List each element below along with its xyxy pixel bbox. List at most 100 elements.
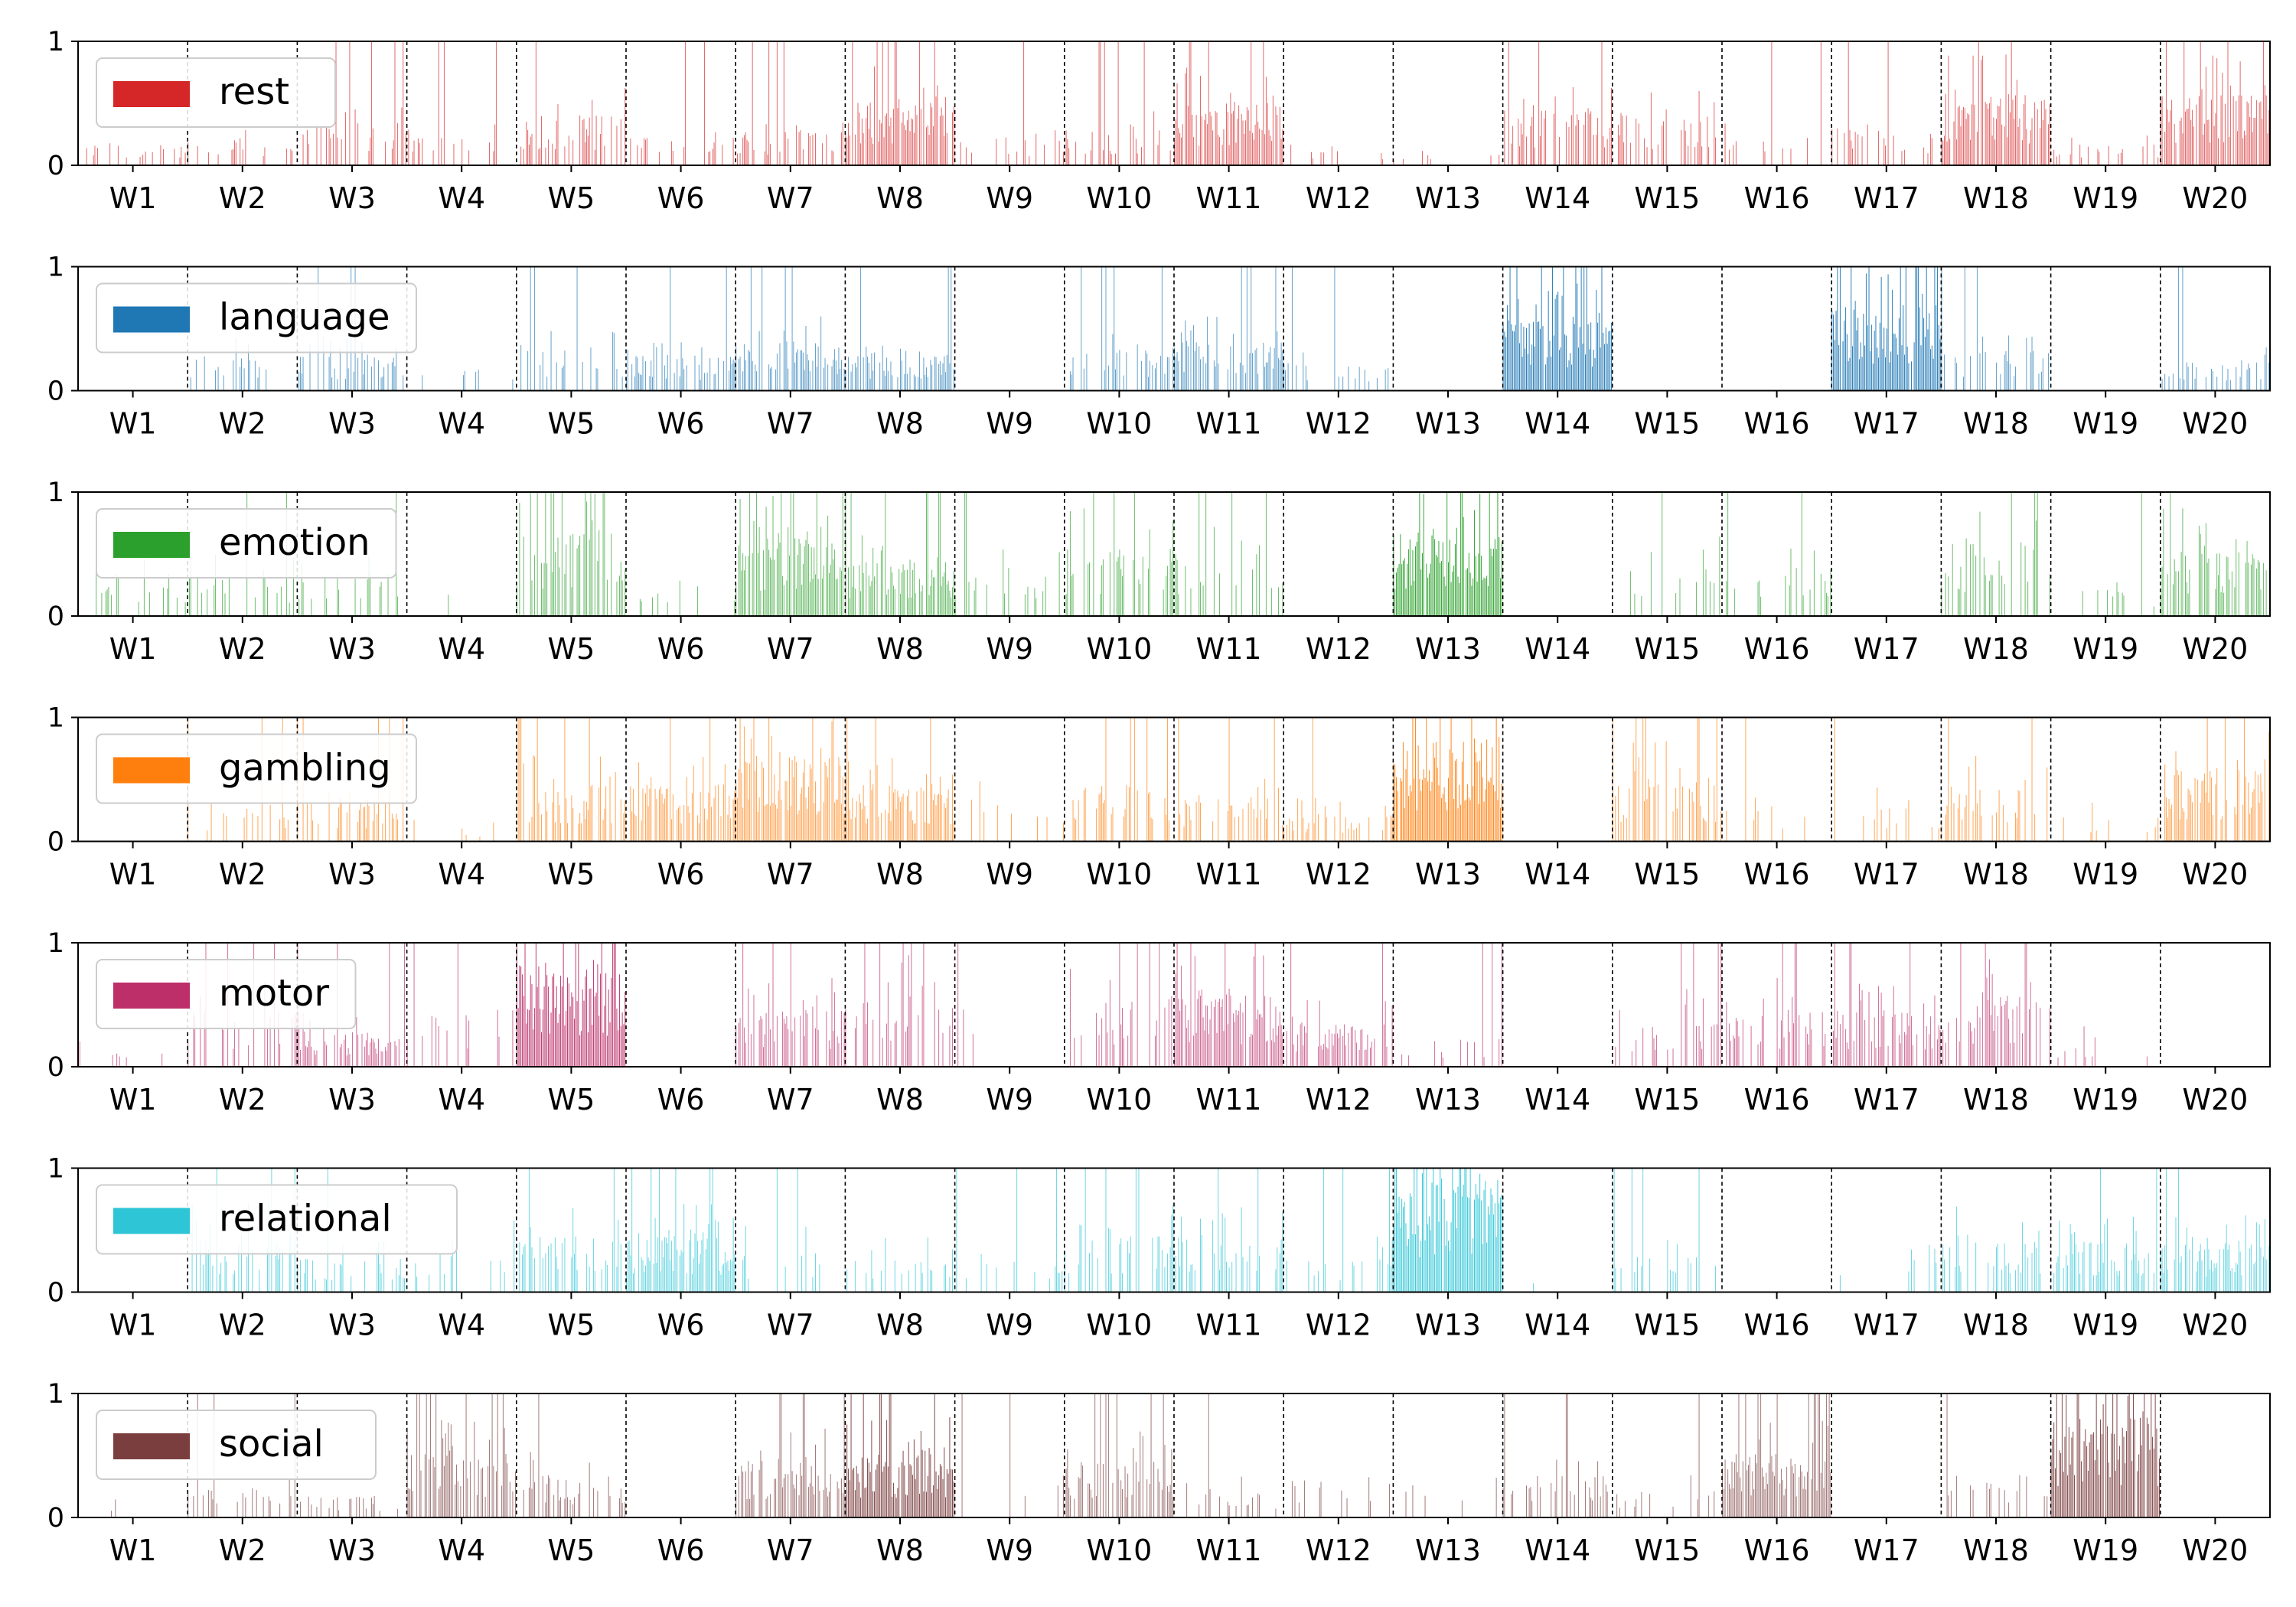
bar <box>1735 1454 1737 1517</box>
bar <box>1883 138 1885 165</box>
bar <box>1211 1001 1212 1067</box>
bar <box>1324 1034 1326 1067</box>
bar <box>1448 562 1449 616</box>
bar <box>871 790 872 842</box>
bar <box>2146 135 2148 165</box>
bar <box>908 789 909 842</box>
bar <box>861 535 863 616</box>
bar <box>1345 817 1346 842</box>
bar <box>668 1230 670 1292</box>
bar <box>1205 492 1207 616</box>
bar <box>1982 336 1984 391</box>
bar <box>2182 808 2183 842</box>
bar <box>1771 1455 1773 1517</box>
bar <box>606 579 608 616</box>
bar <box>911 597 912 616</box>
bar <box>1845 307 1847 391</box>
bar <box>2243 130 2245 165</box>
bar <box>2258 803 2260 842</box>
bar <box>316 124 318 165</box>
bar <box>2026 337 2027 391</box>
bar <box>2100 1419 2102 1517</box>
bar <box>915 1263 916 1292</box>
bar <box>1350 823 1352 842</box>
bar <box>1257 373 1259 391</box>
bar <box>1213 1253 1215 1292</box>
bar <box>572 140 574 165</box>
bar <box>2146 1417 2148 1517</box>
bar <box>462 1460 464 1517</box>
bar <box>949 1417 951 1517</box>
bar <box>1190 1264 1192 1292</box>
bar <box>812 717 814 842</box>
bar <box>2024 943 2026 1067</box>
bar <box>1554 1491 1556 1517</box>
bar <box>1346 1498 1348 1517</box>
bar <box>749 1498 751 1517</box>
bar <box>1426 1168 1427 1292</box>
bar <box>2263 1257 2265 1292</box>
x-tick-label: W3 <box>328 1083 376 1116</box>
bar <box>1131 1002 1133 1067</box>
bar <box>667 788 668 842</box>
bar <box>2113 1434 2115 1517</box>
bar <box>252 1488 253 1517</box>
bar <box>97 148 99 165</box>
bar <box>349 1054 351 1067</box>
bar <box>2260 379 2262 391</box>
bar <box>1558 350 1560 391</box>
bar <box>746 762 748 842</box>
bar <box>864 806 866 842</box>
x-tick-label: W4 <box>438 1534 485 1567</box>
bar <box>249 360 250 391</box>
bar <box>1701 1048 1703 1067</box>
bar <box>215 370 216 391</box>
bar <box>831 150 833 165</box>
bar <box>1126 784 1127 842</box>
bar <box>906 569 908 616</box>
bar <box>1934 1248 1936 1292</box>
bar <box>882 345 883 391</box>
bar <box>954 599 956 616</box>
bar <box>587 810 589 842</box>
bar <box>971 152 973 165</box>
bar <box>734 361 735 391</box>
bar <box>1441 1178 1443 1292</box>
bar <box>1785 1488 1786 1517</box>
bar <box>2095 1275 2097 1292</box>
bar <box>394 1041 396 1067</box>
bar <box>1171 561 1172 616</box>
bar <box>1438 540 1440 616</box>
x-tick-label: W16 <box>1744 632 1810 666</box>
bar <box>2222 365 2223 391</box>
bar <box>1511 143 1512 165</box>
bar <box>932 125 934 165</box>
bar <box>1178 999 1179 1067</box>
bar <box>1783 1495 1785 1517</box>
bar <box>1771 41 1773 165</box>
bar <box>2048 124 2049 165</box>
bar <box>1700 1041 1701 1067</box>
bar <box>795 762 797 842</box>
bar <box>589 1462 590 1517</box>
bar <box>426 1393 427 1517</box>
bar <box>1926 266 1927 391</box>
bar <box>1702 998 1704 1067</box>
bar <box>1411 791 1412 842</box>
bar <box>1946 805 1948 842</box>
bar <box>2258 103 2260 165</box>
bar <box>1693 801 1694 842</box>
bar <box>1708 777 1710 842</box>
bar <box>394 366 396 391</box>
bar <box>578 943 579 1067</box>
bar <box>1513 331 1515 391</box>
bar <box>1920 345 1922 391</box>
bar <box>2252 132 2253 165</box>
bar <box>726 1262 727 1292</box>
bar <box>1495 549 1497 616</box>
bar <box>1193 1035 1195 1067</box>
bar <box>791 760 793 842</box>
x-tick-label: W1 <box>109 1534 157 1567</box>
bar <box>615 771 616 842</box>
